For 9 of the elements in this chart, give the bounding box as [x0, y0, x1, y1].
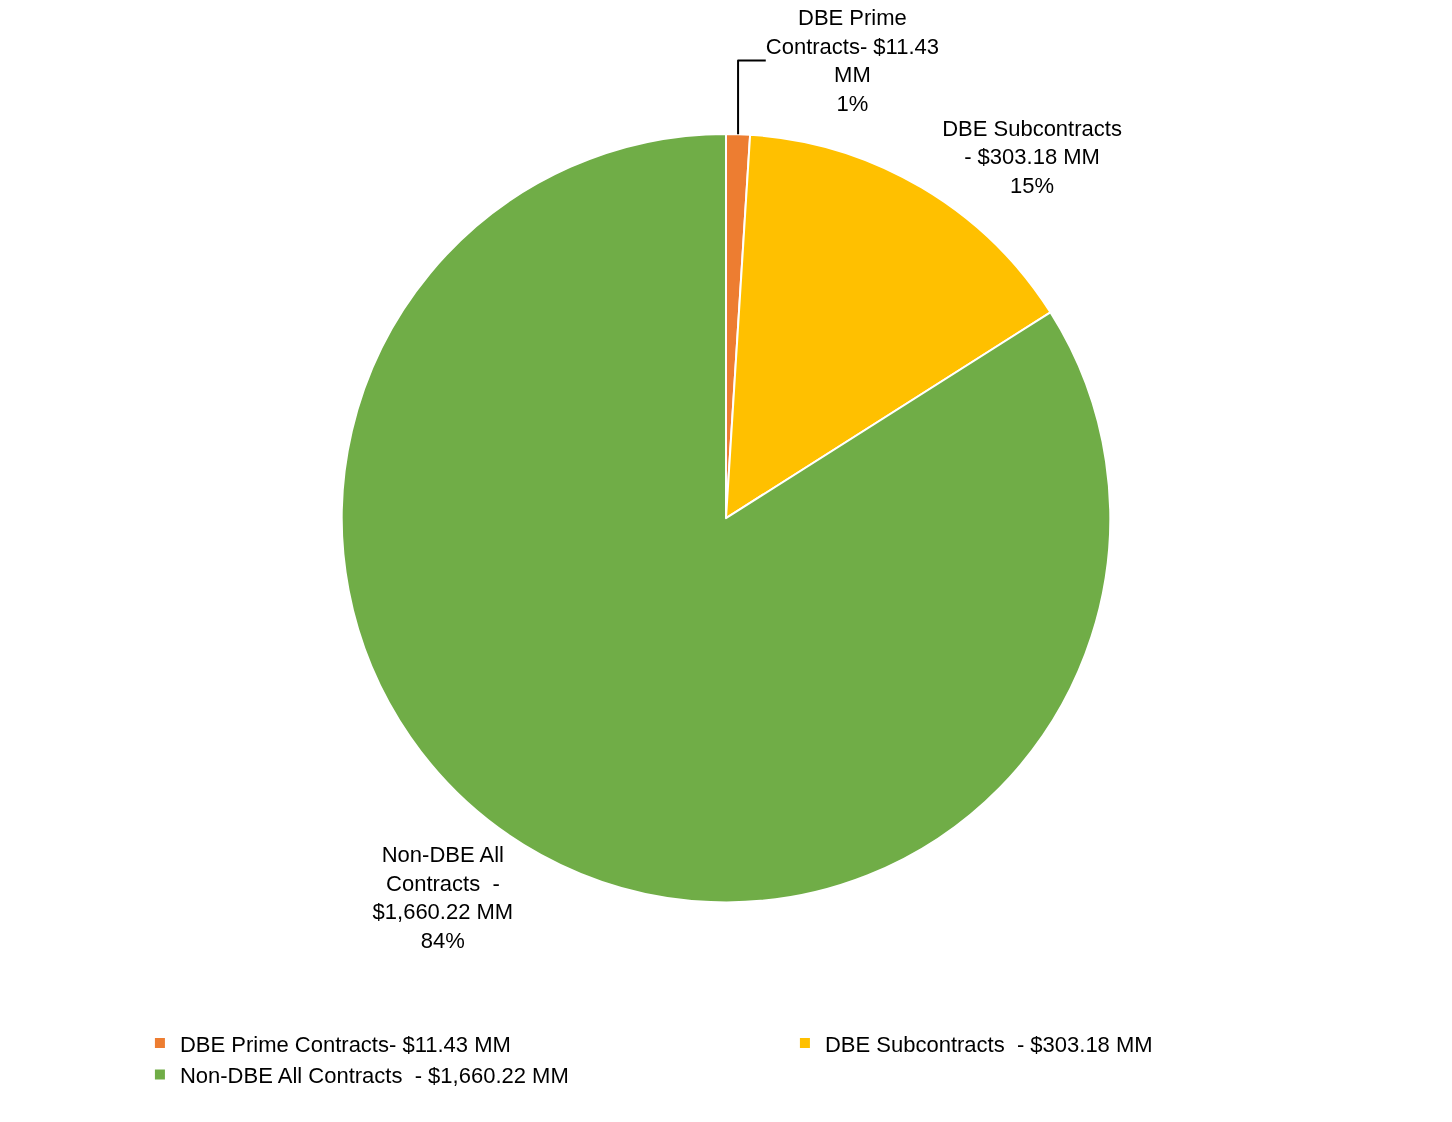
- legend-label: DBE Subcontracts - $303.18 MM: [824, 1031, 1153, 1057]
- slice-label: DBE Subcontracts - $303.18 MM: [942, 115, 1122, 170]
- data-label: 15%: [1009, 173, 1055, 199]
- data-label: 1%: [836, 90, 869, 116]
- legend-label: DBE Prime Contracts- $11.43 MM: [179, 1031, 511, 1057]
- slice-label: Non-DBE All Contracts - $1,660.22 MM: [372, 842, 514, 925]
- data-label: 84%: [420, 927, 465, 953]
- legend-label: Non-DBE All Contracts - $1,660.22 MM: [179, 1063, 569, 1089]
- slice-label: DBE Prime Contracts- $11.43 MM: [765, 5, 940, 88]
